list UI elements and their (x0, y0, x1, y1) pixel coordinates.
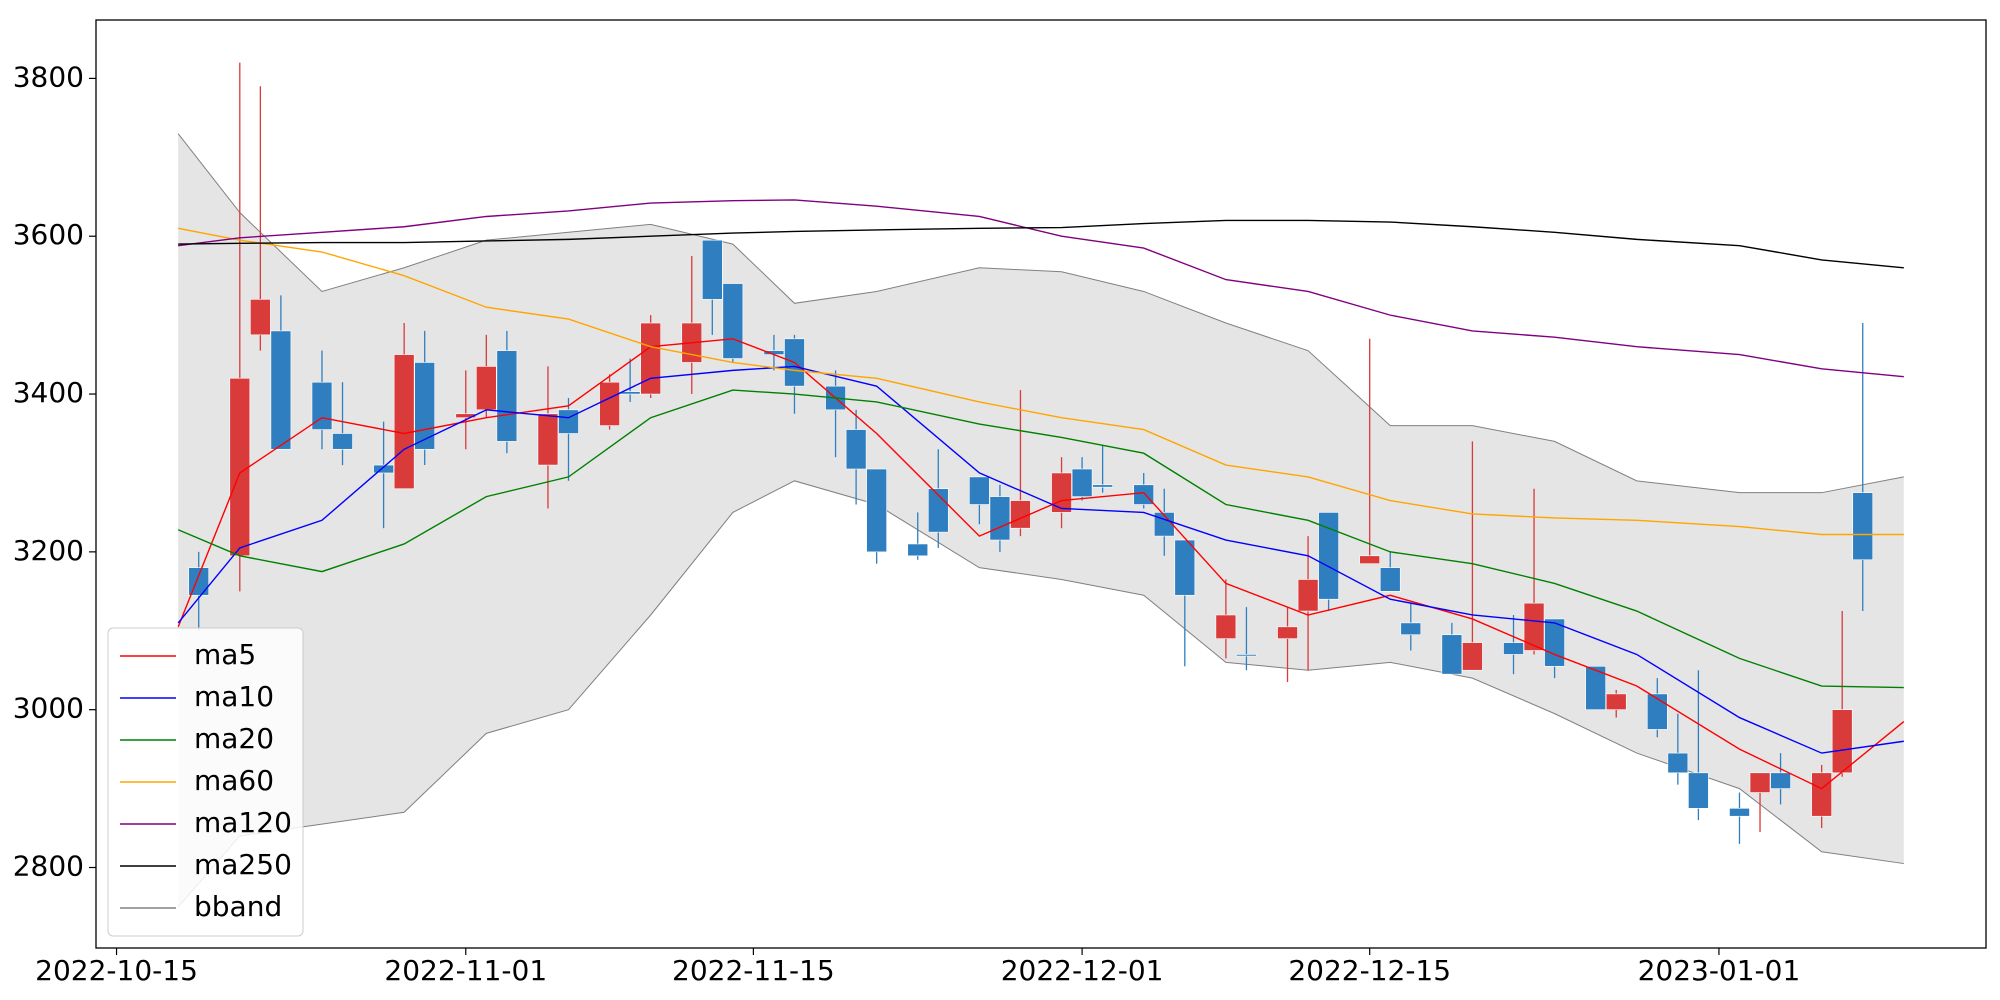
candle-body (1133, 484, 1155, 505)
candle-body (1605, 693, 1627, 710)
candle-body (1544, 618, 1565, 667)
candle-body (1215, 614, 1237, 639)
candle-body (558, 409, 579, 434)
candle-body (229, 377, 251, 557)
candle-body (722, 283, 744, 359)
candle-body (1010, 500, 1031, 529)
bband-lower (177, 480, 1904, 908)
ma-line (178, 199, 1904, 378)
candle-body (1359, 555, 1380, 565)
candle-body (332, 433, 353, 450)
candle-body (1379, 567, 1401, 592)
candle-body (1092, 484, 1113, 488)
candle-body (1400, 622, 1422, 636)
candle-body (1585, 665, 1606, 710)
ma-line (178, 227, 1904, 536)
legend-label: ma250 (194, 848, 292, 881)
candle-body (1688, 772, 1709, 809)
candle-body (393, 354, 415, 490)
ma-line (177, 365, 1904, 754)
candle-body (373, 464, 394, 474)
candle-body (455, 413, 477, 419)
candle-body (1297, 579, 1319, 612)
candle-body (188, 567, 210, 596)
candle-body (1770, 772, 1791, 789)
legend-label: ma20 (194, 722, 274, 755)
candle-body (1277, 626, 1298, 639)
candle-body (907, 543, 929, 557)
x-tick-label: 2022-12-15 (1288, 954, 1451, 987)
legend-label: ma120 (194, 806, 292, 839)
candle-body (969, 476, 990, 505)
candle-body (1236, 654, 1257, 657)
candle-body (1441, 634, 1463, 675)
y-tick-label: 3200 (13, 534, 84, 567)
legend-label: ma60 (194, 764, 274, 797)
y-tick-label: 3400 (13, 376, 84, 409)
legend: ma5 ma10 ma20 ma60 ma120 ma250 bband (107, 627, 304, 937)
candle-body (1749, 772, 1771, 793)
candle-body (845, 429, 867, 470)
candle-body (866, 468, 887, 553)
candle-body (1071, 468, 1093, 497)
candle-body (1647, 693, 1668, 730)
x-tick-label: 2022-10-15 (35, 954, 198, 987)
candle-body (1811, 772, 1832, 817)
candle-body (989, 496, 1011, 541)
x-tick-label: 2022-11-01 (384, 954, 547, 987)
candle-body (270, 330, 292, 450)
y-tick-label: 3000 (13, 692, 84, 725)
y-tick-label: 3600 (13, 218, 84, 251)
legend-label: ma10 (194, 680, 274, 713)
candle-body (537, 413, 559, 466)
candle-body (476, 366, 497, 411)
candle-body (311, 381, 333, 430)
x-tick-label: 2023-01-01 (1638, 954, 1801, 987)
candle-body (1503, 642, 1524, 655)
plot-frame (95, 19, 1987, 949)
candle-body (702, 239, 723, 300)
candle-body (640, 322, 661, 395)
legend-box (107, 627, 304, 937)
bband-fill (178, 133, 1904, 907)
candle-body (1051, 472, 1072, 513)
ma-line (177, 389, 1904, 689)
candle-body (1174, 539, 1196, 596)
x-tick-label: 2022-12-01 (1001, 954, 1164, 987)
x-tick-label: 2022-11-15 (672, 954, 835, 987)
candle-body (1831, 709, 1853, 774)
candle-body (1852, 492, 1874, 561)
candle-body (250, 299, 271, 336)
candle-body (599, 381, 620, 426)
candle-body (414, 362, 435, 450)
legend-label: ma5 (194, 638, 256, 671)
candle-body (1729, 808, 1750, 817)
candle-body (1318, 512, 1339, 600)
y-tick-label: 3800 (13, 60, 84, 93)
candle-body (1523, 602, 1545, 651)
candle-body (1462, 642, 1483, 671)
y-tick-label: 2800 (13, 850, 84, 883)
candle-body (496, 350, 518, 442)
candle-body (1667, 752, 1689, 774)
bband-upper (177, 133, 1904, 494)
ma-line (177, 338, 1905, 790)
legend-label: bband (194, 890, 282, 923)
ma-line (178, 219, 1904, 269)
